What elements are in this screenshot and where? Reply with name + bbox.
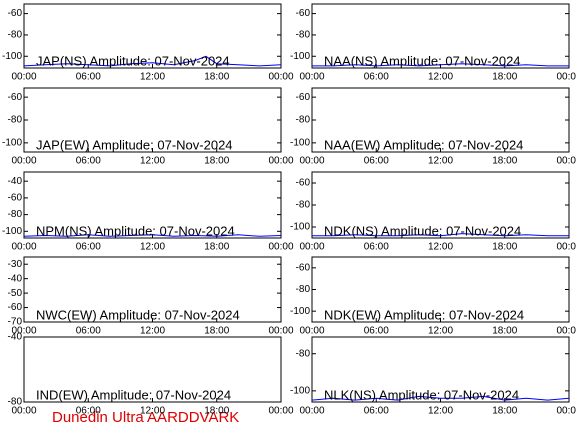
y-tick-label: -40 [8,332,23,343]
data-line [312,233,569,237]
x-tick-label: 06:00 [364,406,389,417]
y-tick-label: -100 [290,385,310,396]
chart-title: NLK(NS) Amplitude: 07-Nov-2024 [324,387,519,402]
y-tick-label: -60 [8,92,23,103]
x-tick-label: 06:00 [364,242,389,253]
y-tick-label: -50 [8,288,23,299]
x-tick-label: 00:00 [11,156,36,167]
x-tick-label: 00:00 [268,326,293,337]
data-line [312,63,569,67]
y-tick-label: -100 [290,222,310,233]
x-tick-label: 00:00 [299,406,324,417]
x-tick-label: 12:00 [140,156,165,167]
y-tick-label: -100 [290,306,310,317]
y-tick-label: -80 [296,284,311,295]
x-tick-label: 06:00 [364,326,389,337]
x-tick-label: 18:00 [204,242,229,253]
y-tick-label: -80 [296,200,311,211]
x-tick-label: 12:00 [140,406,165,417]
y-tick-label: -80 [8,30,23,41]
x-tick-label: 00:00 [268,156,293,167]
chart-title: JAP(NS) Amplitude: 07-Nov-2024 [36,53,230,68]
x-tick-label: 18:00 [204,326,229,337]
chart-title: NDK(NS) Amplitude: 07-Nov-2024 [324,223,521,238]
x-tick-label: 12:00 [140,326,165,337]
y-tick-label: -80 [296,30,311,41]
x-tick-label: 00:00 [299,326,324,337]
x-tick-label: 18:00 [492,156,517,167]
y-tick-label: -60 [296,262,311,273]
footer: Dunedin Ultra AARDDVARK [52,409,239,426]
chart-title: NWC(EW) Amplitude: 07-Nov-2024 [36,307,240,322]
x-tick-label: 00:00 [268,406,293,417]
x-tick-label: 18:00 [204,156,229,167]
x-tick-label: 12:00 [428,72,453,83]
x-tick-label: 18:00 [204,72,229,83]
x-tick-label: 00:00 [299,242,324,253]
y-tick-label: -100 [2,51,22,62]
y-tick-label: -60 [296,92,311,103]
x-tick-label: 00:00 [556,242,576,253]
x-tick-label: 12:00 [428,326,453,337]
y-tick-label: -60 [296,178,311,189]
x-tick-label: 06:00 [76,156,101,167]
x-tick-label: 18:00 [492,326,517,337]
y-tick-label: -100 [290,137,310,148]
chart-title: JAP(EW) Amplitude: 07-Nov-2024 [36,137,233,152]
x-tick-label: 00:00 [556,326,576,337]
x-tick-label: 18:00 [492,406,517,417]
x-tick-label: 12:00 [428,242,453,253]
x-tick-label: 00:00 [299,156,324,167]
y-tick-label: -40 [8,176,23,187]
x-tick-label: 18:00 [492,242,517,253]
x-tick-label: 06:00 [76,72,101,83]
y-tick-label: -100 [2,137,22,148]
x-tick-label: 06:00 [364,72,389,83]
x-tick-label: 18:00 [204,406,229,417]
y-tick-label: -60 [8,193,23,204]
y-tick-label: -80 [8,397,23,408]
x-tick-label: 00:00 [268,242,293,253]
x-tick-label: 00:00 [11,72,36,83]
x-tick-label: 00:00 [11,326,36,337]
y-tick-label: -60 [296,8,311,19]
chart-title: NDK(EW) Amplitude: 07-Nov-2024 [324,307,524,322]
x-tick-label: 00:00 [556,72,576,83]
chart-title: NPM(NS) Amplitude: 07-Nov-2024 [36,223,235,238]
y-tick-label: -70 [8,317,23,328]
y-tick-label: -80 [296,348,311,359]
y-tick-label: -100 [2,226,22,237]
x-tick-label: 12:00 [428,406,453,417]
chart-title: NAA(NS) Amplitude: 07-Nov-2024 [324,53,521,68]
data-line [23,234,282,237]
x-tick-label: 00:00 [556,406,576,417]
chart-title: IND(EW) Amplitude: 07-Nov-2024 [36,387,231,402]
x-tick-label: 06:00 [76,406,101,417]
y-tick-label: -40 [8,273,23,284]
x-tick-label: 06:00 [76,326,101,337]
x-tick-label: 00:00 [268,72,293,83]
y-tick-label: -60 [8,302,23,313]
y-tick-label: -80 [296,115,311,126]
data-line [311,395,570,401]
x-tick-label: 06:00 [364,156,389,167]
x-tick-label: 06:00 [76,242,101,253]
data-line [23,55,282,67]
x-tick-label: 00:00 [299,72,324,83]
x-tick-label: 00:00 [11,406,36,417]
x-tick-label: 12:00 [140,242,165,253]
y-tick-label: -100 [290,51,310,62]
y-tick-label: -60 [8,8,23,19]
x-tick-label: 12:00 [140,72,165,83]
x-tick-label: 12:00 [428,156,453,167]
x-tick-label: 00:00 [556,156,576,167]
x-tick-label: 18:00 [492,72,517,83]
y-tick-label: -80 [8,209,23,220]
x-tick-label: 00:00 [11,242,36,253]
y-tick-label: -80 [8,115,23,126]
y-tick-label: -30 [8,259,23,270]
chart-title: NAA(EW) Amplitude: 07-Nov-2024 [324,137,523,152]
